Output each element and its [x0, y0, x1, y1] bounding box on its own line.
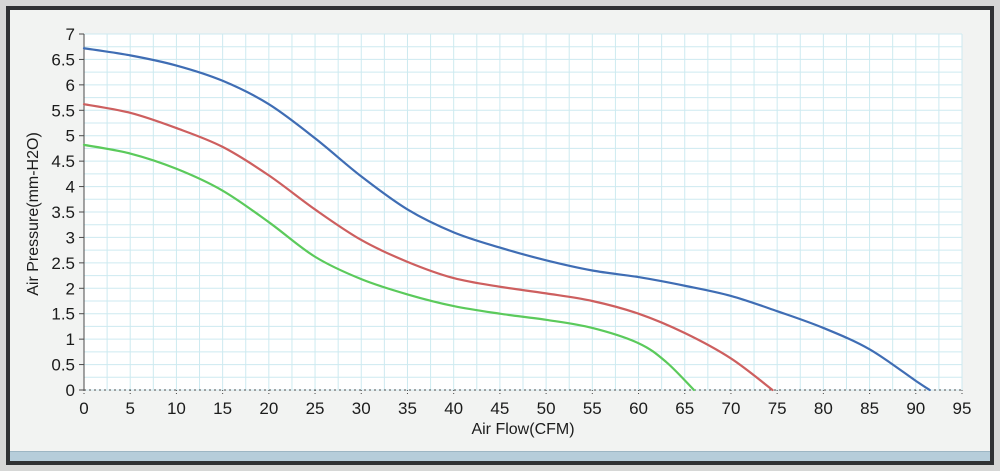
plot-svg: Air Flow(CFM) Air Pressure(mm-H2O) 0 5 10 1… — [25, 25, 971, 438]
x-tick-label: 0 — [79, 399, 88, 418]
x-tick-label: 40 — [444, 399, 463, 418]
curve-blue — [82, 47, 931, 392]
curve-red — [82, 103, 774, 392]
bottom-bar — [10, 451, 990, 461]
y-tick-label: 3.5 — [51, 203, 75, 222]
chart-panel: Air Flow(CFM) Air Pressure(mm-H2O) 0 5 10 1… — [10, 10, 990, 451]
y-tick-label: 4 — [66, 178, 75, 197]
grid — [83, 33, 963, 391]
y-tick-label: 1.5 — [51, 305, 75, 324]
x-tick-label: 70 — [721, 399, 740, 418]
y-tick-label: 0.5 — [51, 356, 75, 375]
x-tick-label: 80 — [814, 399, 833, 418]
x-tick-label: 85 — [860, 399, 879, 418]
curve-green — [82, 143, 696, 392]
x-tick-label: 65 — [675, 399, 694, 418]
x-tick-label: 5 — [125, 399, 134, 418]
y-tick-label: 0 — [66, 381, 75, 400]
y-tick-label: 6.5 — [51, 50, 75, 69]
y-tick-label: 2.5 — [51, 254, 75, 273]
x-tick-label: 15 — [213, 399, 232, 418]
x-tick-label: 45 — [490, 399, 509, 418]
x-tick-label: 25 — [306, 399, 325, 418]
x-tick-label: 95 — [953, 399, 972, 418]
x-tick-label: 55 — [583, 399, 602, 418]
x-tick-label: 60 — [629, 399, 648, 418]
x-tick-label: 50 — [537, 399, 556, 418]
x-axis-label: Air Flow(CFM) — [471, 421, 574, 438]
y-tick-label: 5 — [66, 127, 75, 146]
axes — [79, 33, 963, 395]
x-tick-label: 10 — [167, 399, 186, 418]
x-tick-label: 30 — [352, 399, 371, 418]
y-tick-label: 1 — [66, 330, 75, 349]
y-tick-label: 6 — [66, 76, 75, 95]
x-tick-label: 20 — [259, 399, 278, 418]
y-tick-label: 5.5 — [51, 101, 75, 120]
x-tick-label: 35 — [398, 399, 417, 418]
y-tick-label: 3 — [66, 228, 75, 247]
y-tick-label: 4.5 — [51, 152, 75, 171]
x-tick-label: 75 — [768, 399, 787, 418]
x-tick-label: 90 — [906, 399, 925, 418]
y-axis-label: Air Pressure(mm-H2O) — [25, 132, 42, 296]
y-tick-label: 2 — [66, 279, 75, 298]
chart-frame: Air Flow(CFM) Air Pressure(mm-H2O) 0 5 10 1… — [6, 6, 994, 465]
y-tick-label: 7 — [66, 25, 75, 44]
tick-labels: 0 5 10 15 20 25 30 35 40 45 50 55 60 65 70 75 80 85 90 9500… — [51, 25, 971, 418]
